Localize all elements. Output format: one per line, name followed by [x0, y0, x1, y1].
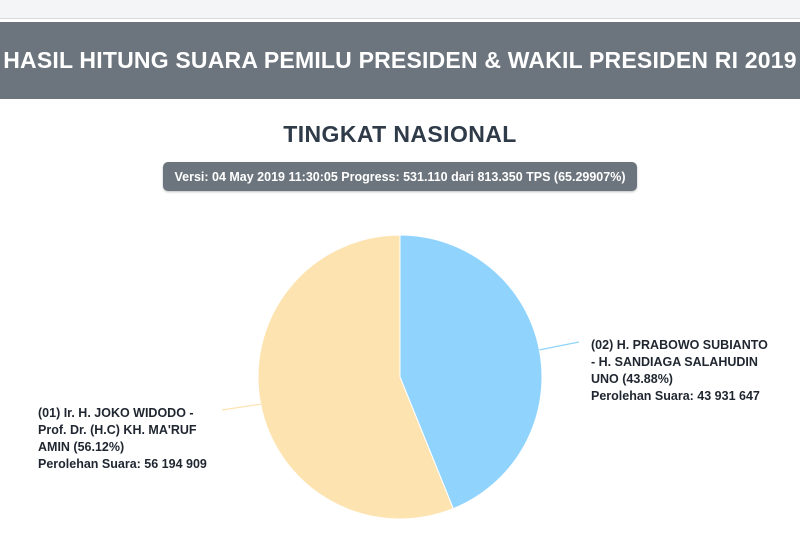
slice-label-line: Prof. Dr. (H.C) KH. MA'RUF: [38, 423, 197, 437]
page-title: HASIL HITUNG SUARA PEMILU PRESIDEN & WAK…: [3, 47, 797, 73]
pie-slice-prabowo[interactable]: [399, 234, 543, 510]
page-header: HASIL HITUNG SUARA PEMILU PRESIDEN & WAK…: [0, 22, 800, 99]
connector-jokowi: [221, 403, 261, 411]
slice-label-jokowi: (01) Ir. H. JOKO WIDODO - Prof. Dr. (H.C…: [38, 405, 228, 473]
slice-votes-text: Perolehan Suara: 43 931 647: [591, 389, 760, 403]
slice-label-prabowo: (02) H. PRABOWO SUBIANTO - H. SANDIAGA S…: [591, 337, 791, 405]
slice-label-line: - H. SANDIAGA SALAHUDIN: [591, 355, 758, 369]
connector-prabowo: [539, 341, 580, 351]
slice-votes-text: Perolehan Suara: 56 194 909: [38, 457, 207, 471]
version-badge: Versi: 04 May 2019 11:30:05 Progress: 53…: [163, 162, 637, 191]
pie-slice-jokowi[interactable]: [257, 234, 454, 520]
slice-label-line: AMIN (56.12%): [38, 440, 125, 454]
browser-top-strip: [0, 0, 800, 19]
slice-label-line: (01) Ir. H. JOKO WIDODO -: [38, 406, 194, 420]
chart-subtitle: TINGKAT NASIONAL: [283, 121, 517, 147]
slice-label-line: UNO (43.88%): [591, 372, 673, 386]
version-text: Versi: 04 May 2019 11:30:05 Progress: 53…: [174, 169, 626, 184]
slice-label-line: (02) H. PRABOWO SUBIANTO: [591, 338, 768, 352]
